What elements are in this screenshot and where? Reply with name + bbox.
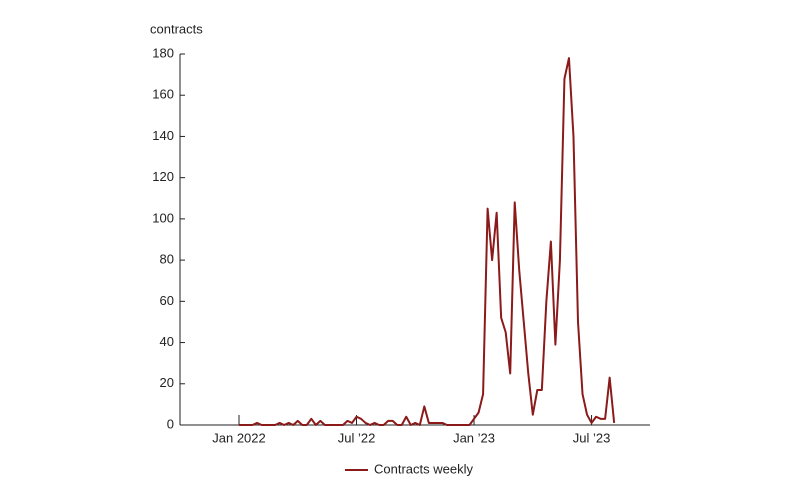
data-line (239, 57, 616, 426)
y-tick-label: 0 (167, 416, 174, 431)
x-tick-label: Jan ’23 (453, 430, 495, 445)
y-tick-label: 40 (160, 334, 174, 349)
y-tick-label: 100 (152, 210, 174, 225)
x-tick-label: Jul ’23 (573, 430, 611, 445)
x-tick-label: Jul ’22 (338, 430, 376, 445)
y-tick-label: 120 (152, 169, 174, 184)
y-tick-label: 140 (152, 128, 174, 143)
y-tick-label: 160 (152, 87, 174, 102)
y-tick-label: 80 (160, 252, 174, 267)
y-axis-label: contracts (150, 21, 203, 36)
y-tick-label: 180 (152, 45, 174, 60)
y-tick-label: 20 (160, 375, 174, 390)
legend-label: Contracts weekly (374, 461, 473, 476)
x-tick-label: Jan 2022 (212, 430, 266, 445)
y-tick-label: 60 (160, 293, 174, 308)
